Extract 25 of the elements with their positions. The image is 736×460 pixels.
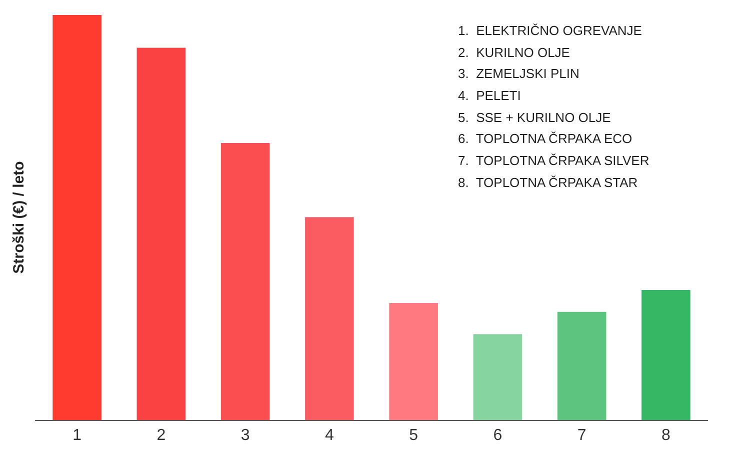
annotation: 5. SSE + KURILNO OLJE — [458, 110, 612, 125]
bar — [305, 217, 354, 420]
x-tick-label: 4 — [324, 427, 334, 444]
x-tick-label: 6 — [493, 427, 502, 444]
y-axis-title: Stroški (€) / leto — [10, 161, 28, 274]
annotation: 4. PELETI — [458, 88, 521, 103]
annotation: 2. KURILNO OLJE — [458, 45, 570, 60]
bar — [220, 142, 270, 420]
annotation: 3. ZEMELJSKI PLIN — [458, 66, 580, 81]
x-tick-label: 8 — [661, 427, 670, 444]
bar — [52, 15, 102, 420]
x-tick-label: 1 — [72, 427, 82, 444]
x-tick-label: 5 — [409, 427, 418, 444]
bar — [642, 290, 690, 420]
bar — [473, 334, 522, 420]
annotation: 8. TOPLOTNA ČRPAKA STAR — [458, 175, 638, 190]
bar — [136, 48, 186, 420]
annotation: 7. TOPLOTNA ČRPAKA SILVER — [458, 153, 650, 168]
x-tick-label: 7 — [577, 427, 586, 444]
annotation: 6. TOPLOTNA ČRPAKA ECO — [458, 131, 632, 146]
annotation: 1. ELEKTRIČNO OGREVANJE — [458, 23, 642, 38]
bar — [389, 302, 438, 420]
x-tick-label: 3 — [240, 427, 250, 444]
bar — [557, 312, 606, 420]
x-tick-label: 2 — [156, 427, 166, 444]
